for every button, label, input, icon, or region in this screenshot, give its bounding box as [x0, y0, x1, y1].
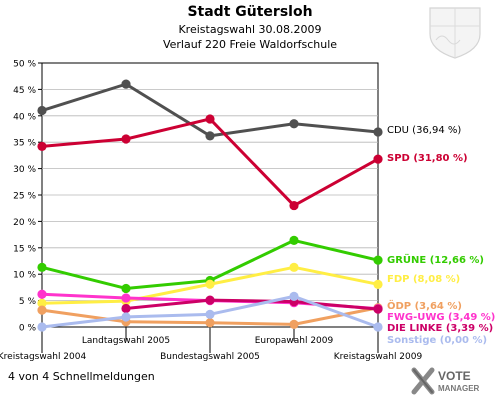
y-tick-label: 45 % [13, 86, 36, 96]
data-point [37, 322, 47, 332]
data-point [37, 141, 47, 152]
y-tick-label: 10 % [13, 271, 36, 281]
data-point [205, 295, 215, 305]
x-tick-label: Bundestagswahl 2005 [160, 352, 260, 362]
data-point [205, 131, 215, 141]
data-point [121, 283, 131, 294]
series-end-label: ÖDP (3,64 %) [387, 298, 462, 312]
data-point [205, 309, 215, 319]
data-point [121, 79, 131, 89]
vote-x-icon [411, 367, 435, 395]
data-point [37, 305, 47, 315]
data-point [373, 304, 383, 314]
data-point [205, 279, 215, 289]
data-point [37, 262, 47, 272]
data-point [373, 322, 383, 332]
y-tick-label: 25 % [13, 192, 36, 202]
data-point [373, 279, 383, 289]
y-tick-label: 35 % [13, 139, 36, 149]
y-tick-label: 0 % [19, 324, 37, 334]
data-point [289, 119, 299, 129]
data-point [37, 298, 47, 308]
y-tick-label: 15 % [13, 244, 36, 254]
series-line [125, 298, 379, 311]
data-point [121, 312, 131, 322]
x-tick-label: Kreistagswahl 2009 [334, 352, 423, 362]
chart-title: Stadt Gütersloh [187, 4, 312, 20]
data-point [121, 134, 131, 144]
data-point [289, 262, 299, 272]
series-end-label: GRÜNE (12,66 %) [387, 252, 484, 266]
data-point [289, 200, 299, 211]
logo-text-manager: MANAGER [438, 384, 480, 393]
series-end-label: CDU (36,94 %) [387, 125, 461, 136]
chart-subtitle-date: Kreistagswahl 30.08.2009 [178, 23, 321, 36]
data-point [289, 291, 299, 301]
series-end-label: FWG-UWG (3,49 %) [387, 312, 495, 323]
data-point [205, 318, 215, 328]
x-tick-label: Europawahl 2009 [255, 336, 334, 346]
chart-subtitle-district: Verlauf 220 Freie Waldorfschule [163, 38, 337, 51]
data-point [289, 235, 299, 246]
data-point [121, 293, 131, 303]
series-sonstige [37, 291, 383, 332]
series-end-label: Sonstige (0,00 %) [387, 335, 487, 346]
x-tick-label: Kreistagswahl 2004 [0, 352, 86, 362]
data-point [373, 154, 383, 164]
data-point [37, 105, 47, 116]
y-tick-label: 50 % [13, 60, 36, 70]
series-end-label: DIE LINKE (3,39 %) [387, 323, 493, 334]
data-point [373, 127, 383, 137]
series-spd [37, 114, 383, 211]
logo-text-vote: VOTE [438, 369, 471, 383]
data-point [121, 303, 131, 314]
data-point [205, 114, 215, 124]
results-status-note: 4 von 4 Schnellmeldungen [8, 370, 155, 383]
y-tick-label: 5 % [19, 297, 37, 307]
data-point [37, 289, 47, 299]
coat-of-arms-icon [429, 7, 481, 59]
votemanager-logo: VOTE MANAGER [411, 367, 480, 395]
series-end-label: FDP (8,08 %) [387, 274, 460, 285]
y-tick-label: 20 % [13, 218, 36, 228]
y-tick-label: 30 % [13, 165, 36, 175]
x-tick-label: Landtagswahl 2005 [82, 336, 170, 346]
data-point [373, 255, 383, 265]
series-end-label: SPD (31,80 %) [387, 153, 468, 164]
y-tick-label: 40 % [13, 112, 36, 122]
plot-area: 0 % 5 % 10 % 15 % 20 % 25 % 30 % 35 % 40 % 45 % 50… [0, 60, 495, 363]
data-point [289, 319, 299, 329]
series-cdu [37, 79, 383, 141]
